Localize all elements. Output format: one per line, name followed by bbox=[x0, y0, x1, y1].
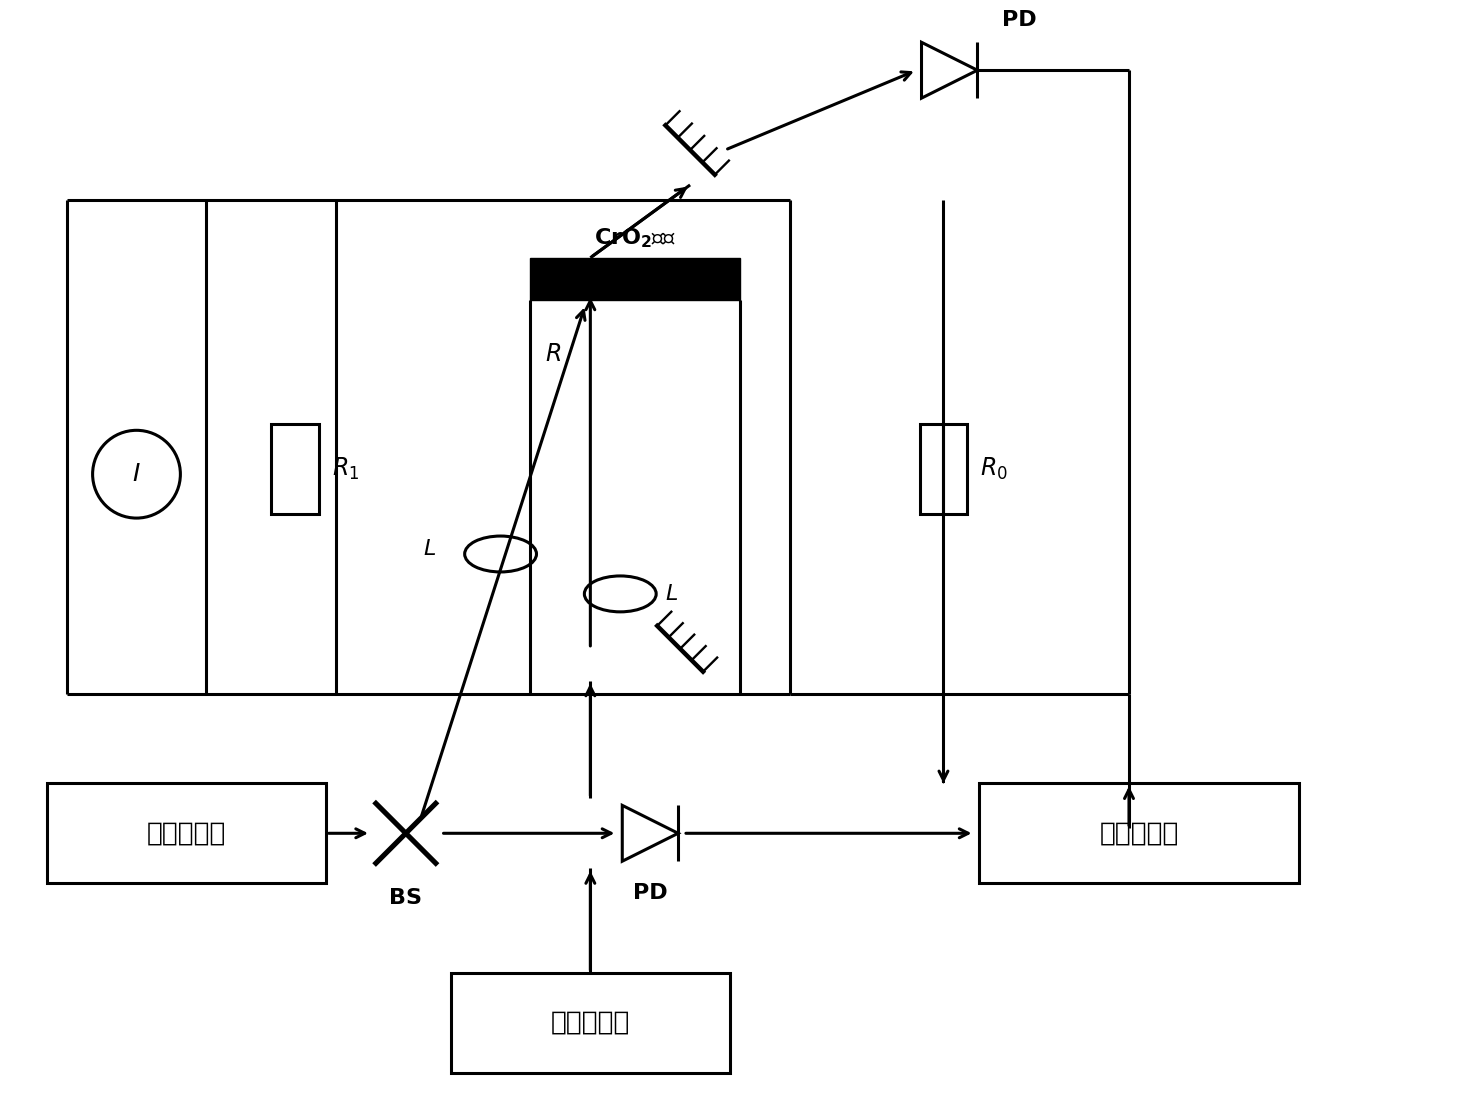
Text: 数字示波器: 数字示波器 bbox=[1099, 820, 1179, 847]
Text: $R_0$: $R_0$ bbox=[981, 456, 1008, 482]
Text: BS: BS bbox=[389, 888, 423, 909]
Bar bbox=[271, 424, 319, 514]
Text: 染料激光器: 染料激光器 bbox=[147, 820, 226, 847]
Text: 连续激光器: 连续激光器 bbox=[551, 1010, 629, 1036]
Bar bbox=[979, 784, 1298, 883]
Text: $L$: $L$ bbox=[666, 584, 678, 604]
Bar bbox=[530, 257, 740, 299]
Text: PD: PD bbox=[1002, 10, 1036, 30]
Bar bbox=[47, 784, 326, 883]
Bar bbox=[919, 424, 967, 514]
Bar bbox=[450, 973, 730, 1073]
Text: $L$: $L$ bbox=[423, 539, 436, 559]
Text: PD: PD bbox=[632, 883, 667, 903]
Text: $R$: $R$ bbox=[545, 342, 561, 367]
Text: $\mathbf{CrO_2}$薄膜: $\mathbf{CrO_2}$薄膜 bbox=[594, 226, 676, 250]
Text: $R_1$: $R_1$ bbox=[332, 456, 360, 482]
Text: $I$: $I$ bbox=[133, 463, 141, 486]
